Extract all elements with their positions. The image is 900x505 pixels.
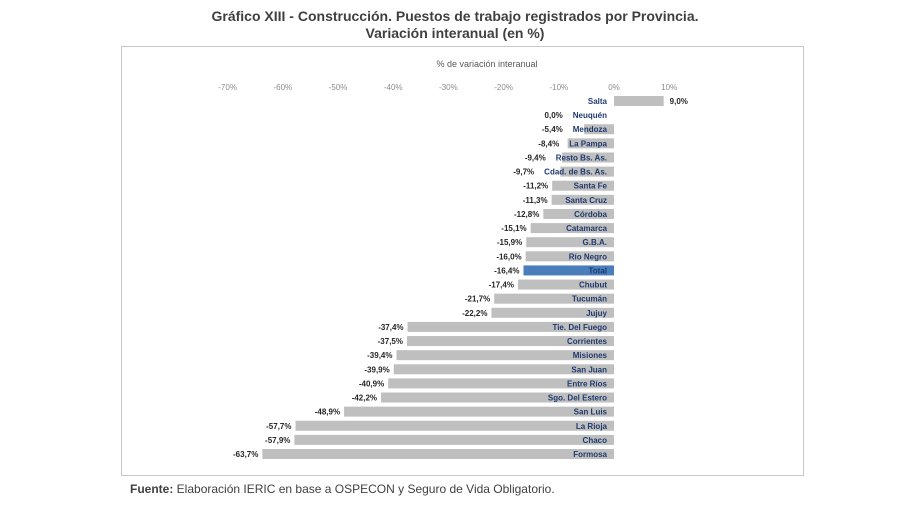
bar: [552, 180, 614, 191]
value-label: -16,0%: [496, 252, 521, 261]
bar: [393, 364, 614, 375]
category-label: La Pampa: [569, 139, 607, 148]
value-label: -42,2%: [352, 394, 377, 403]
bar: [262, 449, 614, 459]
value-label: -37,5%: [378, 337, 403, 346]
bar: [530, 223, 614, 234]
category-label: San Luis: [574, 408, 608, 417]
x-tick-label: -70%: [218, 83, 237, 92]
category-label: Santa Cruz: [565, 196, 607, 205]
bar: [344, 406, 614, 417]
bar: [614, 96, 664, 106]
value-label: -15,9%: [497, 238, 522, 247]
bar-chart: % de variación interanual -70% -60% -50% -40…: [218, 59, 688, 459]
category-label: Resto Bs. As.: [556, 153, 607, 162]
category-label: Santa Fe: [574, 182, 608, 191]
bar: [543, 208, 614, 219]
category-label: Río Negro: [569, 252, 607, 261]
bar: [491, 307, 614, 318]
x-tick-label: -40%: [384, 83, 403, 92]
category-label: Entre Ríos: [567, 379, 608, 388]
bar: [494, 293, 614, 304]
x-tick-label: -10%: [549, 83, 568, 92]
value-label: -57,9%: [265, 436, 290, 445]
bar: [517, 279, 614, 290]
bar: [407, 336, 614, 347]
bar: [388, 378, 614, 389]
bar: [396, 350, 614, 361]
bar: [381, 392, 614, 403]
category-label: Chubut: [579, 281, 607, 290]
value-label: -37,4%: [378, 323, 403, 332]
bar: [525, 251, 614, 262]
bar: [407, 321, 614, 332]
bar: [294, 434, 614, 445]
value-label: 0,0%: [545, 111, 563, 120]
chart-frame: % de variación interanual -70% -60% -50% -40…: [121, 46, 804, 476]
bar: [551, 194, 614, 205]
bar: [560, 166, 614, 177]
category-label: Misiones: [573, 351, 608, 360]
value-label: -8,4%: [538, 139, 559, 148]
category-label: Tie. Del Fuego: [552, 323, 607, 332]
category-label: Formosa: [573, 450, 607, 459]
category-label: Mendoza: [573, 125, 608, 134]
value-label: -9,4%: [525, 153, 546, 162]
value-label: -39,9%: [364, 365, 389, 374]
category-label: Sgo. Del Estero: [548, 394, 607, 403]
category-label: G.B.A.: [583, 238, 607, 247]
category-label: Chaco: [583, 436, 608, 445]
value-label: -39,4%: [367, 351, 392, 360]
source-label: Fuente:: [130, 482, 174, 496]
value-label: -16,4%: [494, 266, 519, 275]
value-label: -17,4%: [489, 281, 514, 290]
chart-title: Gráfico XIII - Construcción. Puestos de …: [211, 8, 699, 24]
x-tick-label: -60%: [273, 83, 292, 92]
category-label: Cdad. de Bs. As.: [544, 168, 607, 177]
value-label: -21,7%: [465, 295, 490, 304]
category-label: Total: [588, 266, 607, 275]
value-label: -48,9%: [315, 408, 340, 417]
bar: [526, 237, 614, 248]
category-label: Salta: [588, 97, 608, 106]
bar: [295, 420, 614, 431]
chart-title-block: Gráfico XIII - Construcción. Puestos de …: [0, 8, 900, 42]
chart-subtitle: Variación interanual (en %): [365, 25, 545, 41]
value-label: -9,7%: [513, 168, 534, 177]
value-label: -11,3%: [523, 196, 548, 205]
bar: [584, 124, 614, 135]
x-tick-label: -30%: [439, 83, 458, 92]
source-text: Elaboración IERIC en base a OSPECON y Se…: [173, 482, 555, 496]
x-tick-label: 10%: [661, 83, 677, 92]
value-label: 9,0%: [670, 97, 688, 106]
category-label: San Juan: [571, 365, 607, 374]
category-label: Tucumán: [572, 295, 607, 304]
category-label: Neuquén: [573, 111, 607, 120]
bar: [567, 138, 614, 149]
value-label: -11,2%: [523, 182, 548, 191]
bar: [562, 152, 614, 163]
category-label: Catamarca: [566, 224, 607, 233]
value-label: -15,1%: [501, 224, 526, 233]
x-tick-label: -50%: [329, 83, 348, 92]
x-tick-label: -20%: [494, 83, 513, 92]
value-label: -57,7%: [266, 422, 291, 431]
value-label: -5,4%: [542, 125, 563, 134]
x-axis-label: % de variación interanual: [437, 59, 538, 69]
value-label: -12,8%: [514, 210, 539, 219]
category-label: Corrientes: [567, 337, 608, 346]
bar: [523, 265, 614, 276]
source-note: Fuente: Elaboración IERIC en base a OSPE…: [130, 482, 555, 496]
value-label: -40,9%: [359, 379, 384, 388]
category-label: Córdoba: [574, 210, 607, 219]
category-label: La Rioja: [576, 422, 608, 431]
category-label: Jujuy: [586, 309, 607, 318]
value-label: -22,2%: [462, 309, 487, 318]
x-tick-label: 0%: [608, 83, 620, 92]
value-label: -63,7%: [233, 450, 258, 459]
